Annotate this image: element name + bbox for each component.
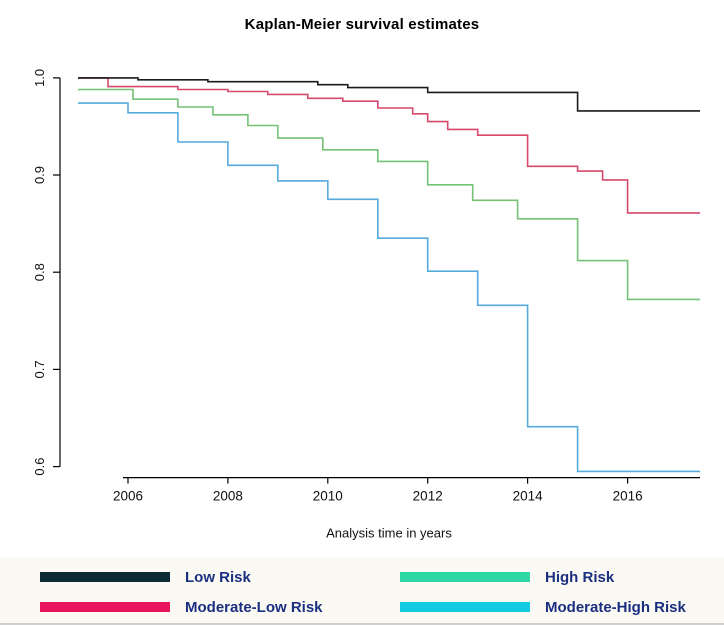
km-chart: 0.6 0.7 0.8 0.9 1.0 2006 2008 2010 2012 2014 2016 A… xyxy=(32,69,700,541)
x-tick-label: 2016 xyxy=(613,489,643,504)
x-tick-label: 2006 xyxy=(113,489,143,504)
x-tick-label: 2008 xyxy=(213,489,243,504)
legend-label-moderate-high-risk: Moderate-High Risk xyxy=(545,598,686,616)
series-high-risk xyxy=(78,88,700,301)
series-moderate-high-risk xyxy=(78,102,700,473)
legend-label-high-risk: High Risk xyxy=(545,568,615,586)
series-low-risk xyxy=(78,77,700,112)
legend-swatch-moderate-high-risk xyxy=(400,602,530,612)
x-axis-title: Analysis time in years xyxy=(326,526,452,541)
x-tick-label: 2012 xyxy=(413,489,443,504)
x-tick-label: 2014 xyxy=(513,489,544,504)
legend: Low Risk High Risk Moderate-Low Risk Mod… xyxy=(0,558,724,625)
series-moderate-low-risk xyxy=(78,77,700,214)
legend-item-high-risk: High Risk xyxy=(362,569,724,586)
y-tick-label: 1.0 xyxy=(32,69,47,87)
legend-label-moderate-low-risk: Moderate-Low Risk xyxy=(185,598,323,616)
y-tick-label: 0.9 xyxy=(32,166,47,184)
y-tick-label: 0.6 xyxy=(32,458,47,476)
legend-swatch-moderate-low-risk xyxy=(40,602,170,612)
legend-swatch-high-risk xyxy=(400,572,530,582)
legend-label-low-risk: Low Risk xyxy=(185,568,251,586)
plot-area: 0.6 0.7 0.8 0.9 1.0 2006 2008 2010 2012 2014 2016 A… xyxy=(0,40,724,558)
legend-item-low-risk: Low Risk xyxy=(0,569,362,586)
legend-item-moderate-high-risk: Moderate-High Risk xyxy=(362,599,724,616)
y-tick-label: 0.8 xyxy=(32,263,47,281)
x-tick-label: 2010 xyxy=(313,489,343,504)
chart-title: Kaplan-Meier survival estimates xyxy=(244,16,480,33)
y-tick-label: 0.7 xyxy=(32,360,47,378)
legend-item-moderate-low-risk: Moderate-Low Risk xyxy=(0,599,362,616)
legend-swatch-low-risk xyxy=(40,572,170,582)
